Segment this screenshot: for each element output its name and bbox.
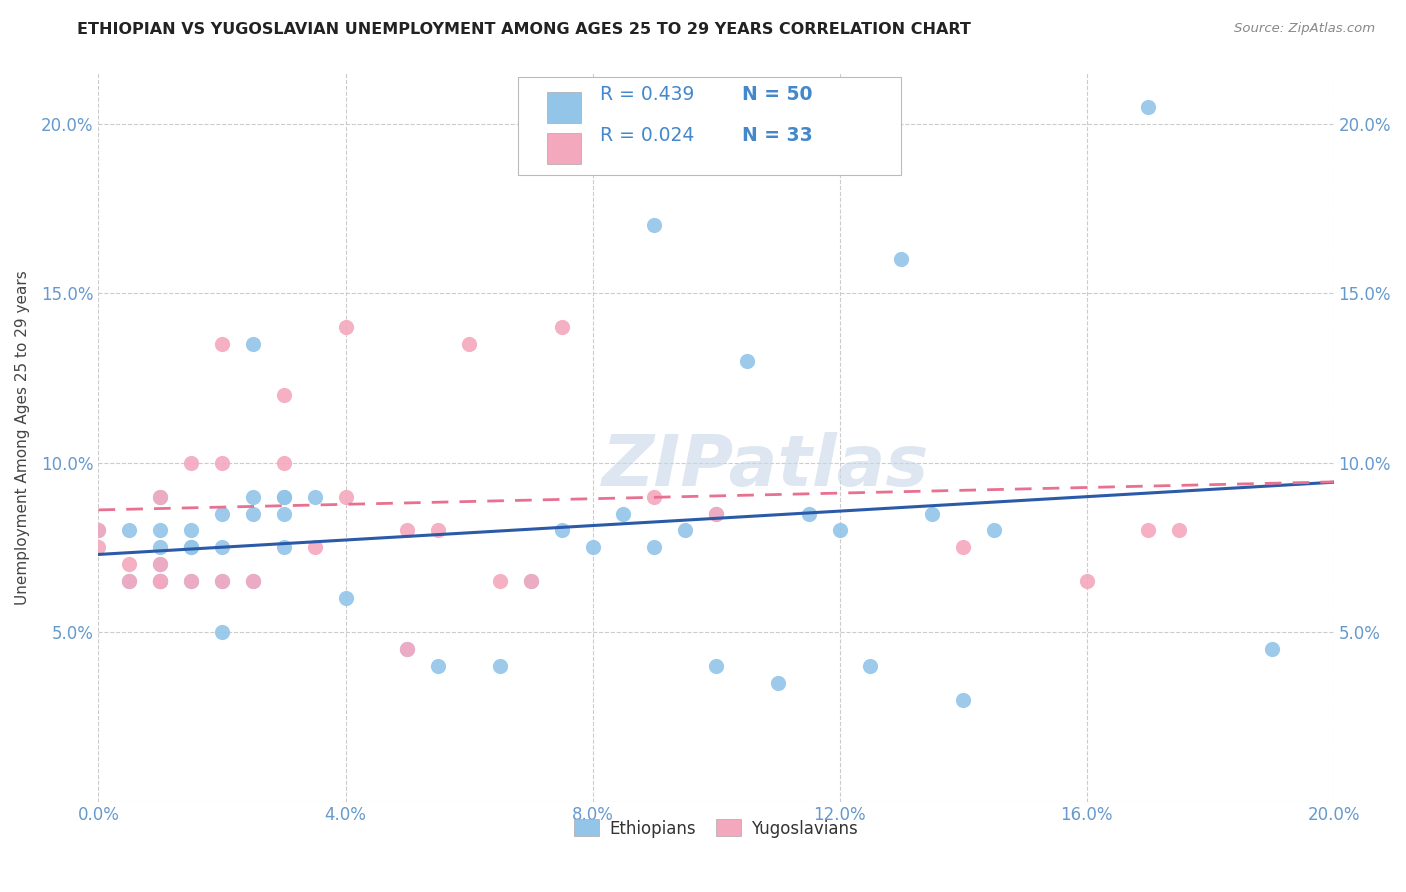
Point [396, 524, 419, 538]
Text: ZIPatlas: ZIPatlas [602, 432, 929, 501]
Point [180, 456, 202, 470]
Point [1076, 574, 1098, 589]
Point [673, 524, 696, 538]
Point [118, 524, 141, 538]
Text: R = 0.024: R = 0.024 [600, 126, 695, 145]
Legend: Ethiopians, Yugoslavians: Ethiopians, Yugoslavians [568, 813, 865, 844]
Point [149, 574, 172, 589]
Point [242, 490, 264, 504]
Point [489, 659, 512, 673]
Point [180, 574, 202, 589]
Point [118, 574, 141, 589]
Point [211, 456, 233, 470]
Point [87, 524, 110, 538]
Point [643, 219, 665, 233]
Point [273, 507, 295, 521]
Point [735, 354, 758, 368]
Point [581, 541, 603, 555]
Point [242, 507, 264, 521]
Point [458, 337, 481, 351]
Point [704, 507, 727, 521]
Point [1261, 642, 1284, 657]
FancyBboxPatch shape [547, 93, 582, 123]
Point [149, 558, 172, 572]
Point [335, 320, 357, 334]
Point [828, 524, 851, 538]
Point [118, 558, 141, 572]
Point [643, 151, 665, 165]
Point [87, 524, 110, 538]
Point [87, 541, 110, 555]
Point [211, 337, 233, 351]
Point [273, 490, 295, 504]
Point [890, 252, 912, 267]
Point [427, 659, 450, 673]
Text: Source: ZipAtlas.com: Source: ZipAtlas.com [1234, 22, 1375, 36]
Point [520, 574, 543, 589]
Point [149, 574, 172, 589]
Point [704, 659, 727, 673]
Point [704, 507, 727, 521]
Point [273, 388, 295, 402]
Point [180, 524, 202, 538]
Point [304, 541, 326, 555]
Point [643, 490, 665, 504]
Point [211, 625, 233, 640]
Point [612, 507, 634, 521]
Point [983, 524, 1005, 538]
Point [520, 574, 543, 589]
Point [149, 524, 172, 538]
Point [149, 490, 172, 504]
Text: R = 0.439: R = 0.439 [600, 85, 695, 103]
Point [1168, 524, 1191, 538]
FancyBboxPatch shape [547, 134, 582, 164]
Point [273, 541, 295, 555]
Point [396, 642, 419, 657]
Point [335, 591, 357, 606]
Point [489, 574, 512, 589]
Point [149, 541, 172, 555]
Point [149, 490, 172, 504]
Y-axis label: Unemployment Among Ages 25 to 29 years: Unemployment Among Ages 25 to 29 years [15, 270, 30, 605]
Point [1137, 100, 1160, 114]
Point [180, 574, 202, 589]
Point [396, 642, 419, 657]
Point [149, 558, 172, 572]
Point [1137, 524, 1160, 538]
Point [643, 541, 665, 555]
Point [952, 693, 974, 707]
Point [242, 574, 264, 589]
Text: N = 33: N = 33 [742, 126, 813, 145]
Point [118, 574, 141, 589]
Text: ETHIOPIAN VS YUGOSLAVIAN UNEMPLOYMENT AMONG AGES 25 TO 29 YEARS CORRELATION CHAR: ETHIOPIAN VS YUGOSLAVIAN UNEMPLOYMENT AM… [77, 22, 972, 37]
Point [211, 541, 233, 555]
Point [335, 490, 357, 504]
Point [149, 574, 172, 589]
Point [550, 320, 572, 334]
Point [304, 490, 326, 504]
Point [952, 541, 974, 555]
Point [180, 541, 202, 555]
Point [427, 524, 450, 538]
Point [242, 574, 264, 589]
Point [211, 574, 233, 589]
Point [859, 659, 882, 673]
Point [273, 490, 295, 504]
Point [180, 541, 202, 555]
Point [766, 676, 789, 690]
Point [211, 574, 233, 589]
FancyBboxPatch shape [519, 77, 901, 175]
Point [149, 574, 172, 589]
Point [550, 524, 572, 538]
Point [273, 456, 295, 470]
Point [797, 507, 820, 521]
Point [921, 507, 943, 521]
Point [211, 507, 233, 521]
Point [242, 337, 264, 351]
Text: N = 50: N = 50 [742, 85, 813, 103]
